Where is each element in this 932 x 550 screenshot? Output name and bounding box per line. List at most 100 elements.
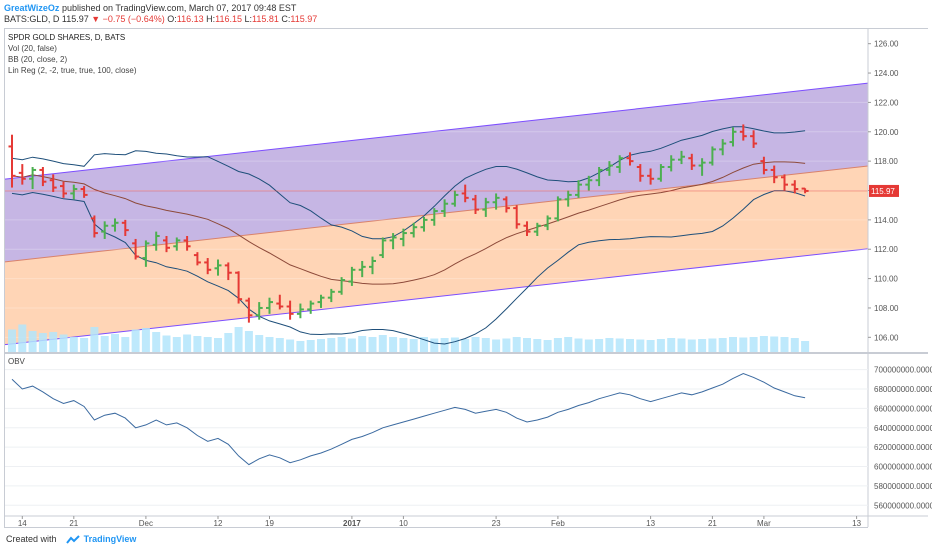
ohlc-bar-up (410, 222, 418, 238)
volume-bar (141, 328, 150, 352)
volume-bar (80, 338, 89, 352)
obv-tick-label: 660000000.0000 (874, 404, 932, 413)
ohlc-bar-up (667, 155, 675, 172)
ohlc-bar-up (441, 199, 449, 217)
volume-bar (131, 329, 140, 352)
footer: Created with TradingView (0, 532, 932, 550)
time-tick-label: 13 (852, 519, 861, 528)
volume-bar (296, 341, 305, 352)
time-tick-label: 19 (265, 519, 274, 528)
ohlc-bar-up (173, 237, 181, 251)
volume-bar (543, 340, 552, 352)
indicator-legend: SPDR GOLD SHARES, D, BATS Vol (20, false… (8, 32, 137, 76)
volume-bar (615, 338, 624, 352)
ohlc-bar-down (204, 258, 212, 275)
obv-tick-label: 640000000.0000 (874, 424, 932, 433)
ohlc-bar-down (502, 196, 510, 213)
volume-bar (90, 327, 99, 352)
price-change: ▼ −0.75 (−0.64%) (91, 14, 165, 24)
obv-tick-label: 700000000.0000 (874, 366, 932, 375)
open-label: O: (167, 14, 177, 24)
volume-bar (162, 335, 171, 352)
legend-series-title[interactable]: SPDR GOLD SHARES, D, BATS (8, 33, 126, 42)
ohlc-bar-up (338, 277, 346, 295)
legend-linreg[interactable]: Lin Reg (2, -2, true, true, 100, close) (8, 66, 137, 75)
created-with-text: Created with (6, 534, 57, 544)
volume-bar (739, 337, 748, 352)
volume-bar (244, 331, 253, 352)
volume-bar (347, 338, 356, 352)
ohlc-bar-down (90, 215, 98, 238)
price-tick-label: 106.00 (874, 333, 899, 342)
bollinger-upper-line (11, 126, 806, 240)
ohlc-bar-down (770, 165, 778, 184)
price-tick-label: 112.00 (874, 245, 898, 254)
ohlc-bar-down (121, 219, 129, 237)
time-tick-label: 10 (399, 519, 408, 528)
obv-pane-label[interactable]: OBV (8, 357, 25, 366)
volume-bar (646, 340, 655, 352)
volume-bar (358, 336, 367, 352)
ohlc-bar-up (296, 303, 304, 319)
volume-bar (214, 338, 222, 352)
ohlc-bar-up (420, 216, 428, 232)
volume-bar (605, 338, 614, 352)
ohlc-bar-up (616, 155, 624, 173)
volume-bar (49, 332, 58, 352)
ohlc-bar-up (369, 256, 376, 275)
volume-bar (801, 341, 810, 352)
ohlc-bar-down (132, 238, 140, 260)
ohlc-bar-down (80, 186, 88, 198)
volume-bar (512, 337, 521, 352)
ohlc-bar-down (688, 153, 696, 170)
obv-line (11, 372, 806, 466)
volume-bar (729, 337, 737, 352)
ohlc-bar-down (245, 297, 253, 323)
ohlc-bar-up (451, 190, 459, 207)
ohlc-bar-down (60, 181, 67, 198)
time-tick-label: Feb (551, 519, 565, 528)
ohlc-bar-up (698, 158, 706, 176)
tradingview-brand[interactable]: TradingView (83, 534, 137, 544)
ohlc-bar-up (657, 164, 665, 182)
ohlc-bar-up (719, 139, 727, 156)
volume-bar (523, 338, 531, 352)
volume-bar (564, 337, 573, 352)
last-price: 115.97 (61, 14, 89, 24)
ohlc-bar-up (605, 161, 613, 176)
close-label: C: (281, 14, 291, 24)
volume-bar (430, 338, 439, 352)
volume-bar (595, 339, 604, 352)
volume-bar (790, 338, 799, 352)
volume-bar (450, 337, 459, 352)
volume-bar (481, 338, 490, 352)
volume-bar (59, 334, 68, 352)
volume-bar (111, 334, 119, 352)
time-tick-label: 21 (69, 519, 78, 528)
volume-bar (234, 327, 243, 352)
tradingview-logo-icon (66, 534, 80, 544)
volume-bar (780, 337, 789, 352)
volume-bar (584, 339, 593, 352)
volume-bar (121, 337, 130, 352)
bollinger-basis-line (11, 161, 806, 285)
legend-volume[interactable]: Vol (20, false) (8, 44, 57, 53)
volume-bar (440, 338, 449, 352)
ohlc-bar-down (781, 174, 788, 191)
volume-bar (265, 337, 274, 352)
volume-bar (656, 339, 665, 352)
ohlc-bar-down (513, 205, 521, 229)
author-link[interactable]: GreatWizeOz (4, 3, 60, 13)
ohlc-bar-up (492, 193, 500, 210)
obv-tick-label: 620000000.0000 (874, 443, 932, 452)
volume-bar (337, 337, 346, 352)
ohlc-bar-down (235, 271, 243, 304)
ohlc-bar-up (255, 302, 263, 320)
volume-bar (574, 338, 583, 352)
price-tick-label: 126.00 (874, 40, 899, 49)
time-tick-label: 23 (492, 519, 501, 528)
ohlc-bar-up (29, 167, 37, 190)
price-axis-background (868, 29, 928, 529)
legend-bollinger[interactable]: BB (20, close, 2) (8, 55, 68, 64)
